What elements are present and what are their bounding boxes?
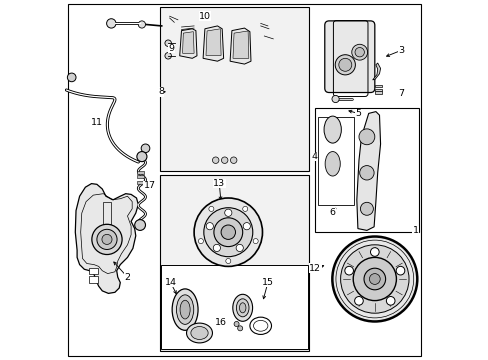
- Circle shape: [198, 239, 203, 244]
- Bar: [318, 117, 354, 205]
- Circle shape: [354, 48, 364, 57]
- Circle shape: [358, 129, 374, 145]
- Circle shape: [253, 239, 258, 244]
- Circle shape: [203, 208, 252, 257]
- Circle shape: [395, 266, 404, 275]
- Circle shape: [352, 257, 396, 301]
- Text: 13: 13: [213, 179, 225, 188]
- Ellipse shape: [186, 323, 212, 343]
- Bar: [103, 202, 111, 224]
- Circle shape: [206, 222, 213, 230]
- Bar: [374, 89, 381, 91]
- Circle shape: [67, 73, 76, 82]
- Circle shape: [354, 297, 363, 305]
- Circle shape: [338, 58, 351, 71]
- Circle shape: [138, 21, 145, 28]
- Ellipse shape: [325, 152, 340, 176]
- Text: 10: 10: [199, 12, 210, 21]
- Circle shape: [141, 144, 149, 153]
- Circle shape: [225, 258, 230, 264]
- Circle shape: [386, 297, 394, 305]
- Bar: [136, 171, 144, 174]
- Text: 8: 8: [158, 87, 163, 96]
- Circle shape: [237, 326, 242, 331]
- Circle shape: [106, 19, 116, 28]
- Circle shape: [370, 248, 378, 256]
- Ellipse shape: [324, 116, 341, 143]
- Circle shape: [351, 44, 367, 60]
- Polygon shape: [182, 32, 194, 53]
- Circle shape: [236, 244, 243, 252]
- Text: 1: 1: [412, 226, 418, 235]
- Bar: [374, 85, 381, 87]
- Circle shape: [360, 202, 373, 215]
- Circle shape: [335, 55, 355, 75]
- Circle shape: [212, 157, 219, 163]
- Bar: [160, 7, 309, 171]
- Circle shape: [97, 229, 117, 249]
- Circle shape: [134, 220, 145, 230]
- Ellipse shape: [239, 303, 245, 313]
- Text: 3: 3: [397, 46, 404, 55]
- Ellipse shape: [180, 300, 190, 319]
- Polygon shape: [179, 29, 197, 58]
- Bar: [374, 91, 381, 94]
- Bar: [161, 265, 307, 349]
- Polygon shape: [203, 26, 223, 61]
- Circle shape: [224, 209, 231, 216]
- Circle shape: [230, 157, 237, 163]
- Circle shape: [213, 244, 220, 252]
- Circle shape: [213, 218, 242, 247]
- Polygon shape: [230, 28, 250, 64]
- Ellipse shape: [236, 299, 248, 317]
- Circle shape: [331, 95, 339, 103]
- Circle shape: [92, 224, 122, 255]
- Text: 14: 14: [164, 278, 176, 287]
- Circle shape: [164, 53, 171, 59]
- Polygon shape: [232, 31, 248, 58]
- Circle shape: [368, 274, 380, 284]
- Polygon shape: [372, 63, 380, 80]
- Text: 11: 11: [91, 118, 102, 127]
- Text: 4: 4: [311, 152, 317, 161]
- Circle shape: [359, 166, 373, 180]
- Circle shape: [221, 225, 235, 239]
- Text: 6: 6: [329, 208, 335, 217]
- Text: 16: 16: [215, 318, 226, 327]
- Bar: [160, 175, 309, 351]
- Text: 15: 15: [262, 278, 273, 287]
- Polygon shape: [356, 112, 380, 230]
- Text: 5: 5: [354, 109, 360, 118]
- Ellipse shape: [176, 295, 193, 324]
- Circle shape: [242, 206, 247, 211]
- Bar: [136, 175, 144, 178]
- Circle shape: [363, 268, 385, 290]
- Circle shape: [234, 321, 239, 327]
- Ellipse shape: [172, 289, 198, 330]
- Bar: [314, 108, 418, 232]
- Circle shape: [208, 206, 213, 211]
- Text: 12: 12: [309, 264, 321, 273]
- Ellipse shape: [232, 294, 252, 321]
- Circle shape: [137, 152, 146, 162]
- Circle shape: [344, 266, 353, 275]
- Circle shape: [340, 245, 408, 313]
- Text: 9: 9: [168, 44, 174, 53]
- Text: 17: 17: [143, 181, 156, 190]
- Circle shape: [194, 198, 262, 266]
- Circle shape: [332, 237, 416, 321]
- Circle shape: [102, 234, 112, 244]
- Polygon shape: [205, 29, 221, 55]
- Ellipse shape: [190, 327, 208, 339]
- Polygon shape: [75, 184, 138, 293]
- Bar: [89, 268, 98, 274]
- Text: 2: 2: [124, 273, 130, 282]
- Bar: [136, 181, 144, 184]
- Circle shape: [243, 222, 250, 230]
- Text: 7: 7: [397, 89, 403, 98]
- Circle shape: [221, 157, 227, 163]
- Circle shape: [164, 40, 171, 46]
- FancyBboxPatch shape: [324, 21, 374, 93]
- Bar: [89, 276, 98, 283]
